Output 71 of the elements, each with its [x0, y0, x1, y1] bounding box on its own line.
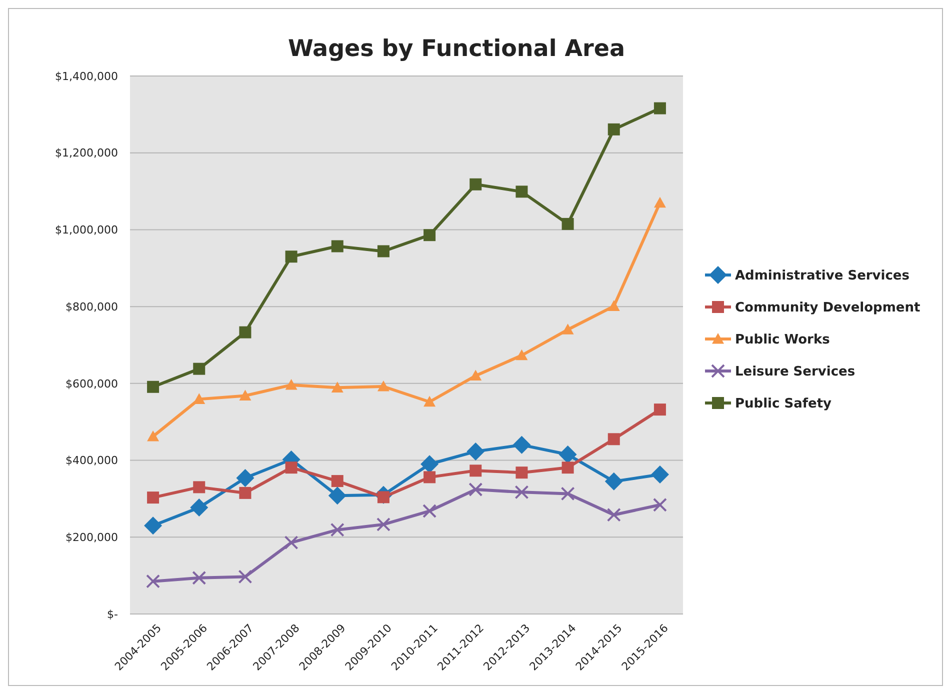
point: [470, 370, 482, 381]
point: [654, 404, 666, 416]
point: [608, 433, 620, 446]
point: [608, 300, 620, 311]
point: [424, 396, 436, 407]
point: [468, 482, 483, 496]
point: [285, 250, 298, 263]
point: [424, 471, 436, 484]
point: [193, 481, 206, 494]
point: [193, 362, 206, 375]
legend-label: Administrative Services: [735, 268, 910, 284]
point: [238, 570, 252, 584]
point: [558, 446, 577, 464]
point: [147, 430, 160, 442]
point: [146, 574, 160, 588]
point: [516, 186, 528, 198]
point: [516, 466, 528, 479]
chart-title: Wages by Functional Area: [288, 36, 625, 62]
point: [470, 178, 482, 190]
point: [562, 218, 574, 230]
point: [514, 485, 529, 500]
y-tick-label: $600,000: [66, 377, 118, 390]
point: [147, 380, 160, 393]
y-tick-label: $-: [107, 608, 118, 621]
point: [606, 508, 621, 522]
point: [470, 464, 482, 477]
point: [330, 522, 344, 537]
point: [562, 324, 574, 334]
point: [466, 442, 485, 460]
point: [560, 486, 575, 501]
point: [512, 436, 531, 454]
point: [239, 486, 252, 499]
point: [376, 517, 390, 532]
point: [377, 380, 390, 392]
y-tick-label: $1,000,000: [55, 224, 118, 237]
point: [650, 466, 669, 484]
point: [424, 229, 436, 242]
y-tick-label: $200,000: [66, 530, 118, 544]
point: [285, 462, 298, 474]
y-tick-label: $1,200,000: [55, 146, 118, 160]
point: [285, 378, 298, 390]
point: [562, 462, 574, 474]
point: [331, 382, 344, 392]
point: [147, 492, 160, 504]
point: [604, 472, 623, 490]
point: [284, 536, 298, 550]
point: [422, 504, 437, 518]
legend-label: Public Safety: [735, 396, 832, 412]
y-tick-label: $400,000: [66, 454, 118, 468]
point: [328, 486, 346, 505]
point: [192, 570, 206, 585]
point: [331, 475, 344, 488]
point: [420, 455, 439, 474]
point: [239, 326, 252, 338]
legend-label: Community Development: [735, 300, 920, 316]
point: [236, 468, 254, 487]
point: [654, 102, 666, 114]
legend-label: Public Works: [735, 332, 830, 348]
point: [193, 393, 206, 404]
point: [516, 349, 528, 360]
point: [608, 123, 620, 136]
y-tick-label: $1,400,000: [55, 70, 118, 83]
point: [377, 245, 390, 258]
legend-label: Leisure Services: [735, 364, 856, 380]
point: [652, 498, 667, 512]
point: [190, 498, 208, 517]
point: [654, 196, 666, 208]
y-tick-label: $800,000: [66, 300, 118, 314]
point: [239, 390, 252, 401]
point: [144, 516, 162, 535]
point: [331, 240, 344, 252]
